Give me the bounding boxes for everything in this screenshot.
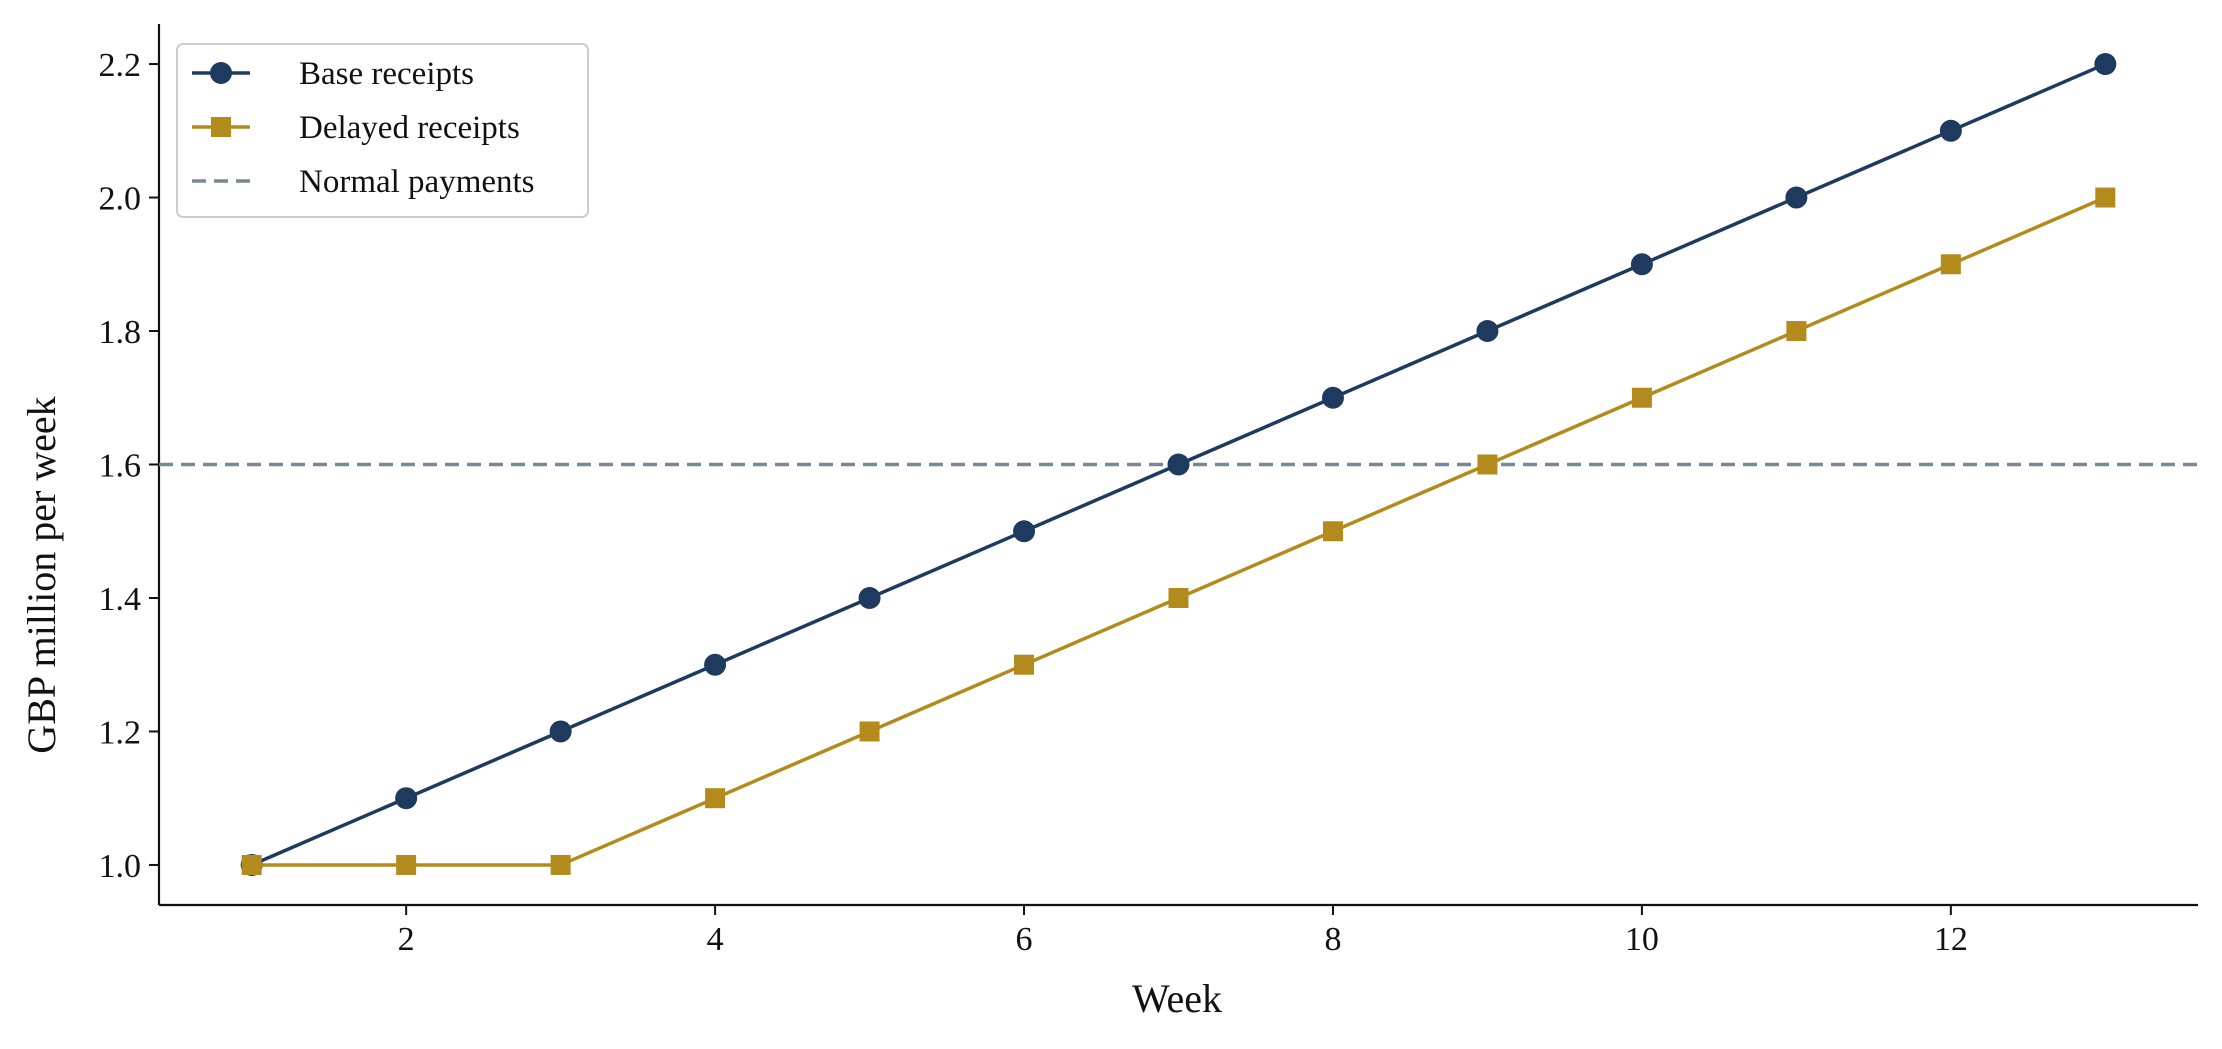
data-point-delayed-receipts [2095,187,2116,208]
x-tick-label: 2 [398,921,415,958]
y-axis-title: GBP million per week [19,396,64,753]
data-point-base-receipts [1167,453,1190,476]
data-point-base-receipts [549,720,572,743]
y-tick-label: 1.4 [99,581,142,618]
data-point-base-receipts [858,586,881,609]
y-tick-label: 1.2 [99,714,142,751]
data-point-delayed-receipts [241,854,262,875]
legend-label: Normal payments [299,164,535,200]
x-tick-label: 4 [707,921,724,958]
data-point-base-receipts [1785,186,1808,209]
x-axis-title: Week [1132,976,1222,1021]
data-point-base-receipts [395,787,418,810]
data-point-delayed-receipts [859,721,880,742]
data-point-base-receipts [1476,320,1499,343]
data-point-base-receipts [1321,386,1344,409]
y-tick-label: 1.6 [99,448,142,485]
data-point-delayed-receipts [1477,454,1498,475]
legend-entry: Base receipts [192,56,474,92]
x-tick-label: 6 [1016,921,1033,958]
data-point-base-receipts [1939,119,1962,142]
legend-label: Base receipts [299,56,474,92]
axes-layer: 2 4 6 8 10 12 1.0 1.2 1.4 1.6 1.8 2.0 2.2 [99,24,2198,958]
data-point-delayed-receipts [396,854,417,875]
data-point-delayed-receipts [550,854,571,875]
series-layer [240,53,2117,876]
x-tick-label: 8 [1324,921,1341,958]
data-point-delayed-receipts [1014,654,1035,675]
series-line-delayed-receipts [251,195,2107,867]
data-point-base-receipts [1013,520,1036,543]
y-tick-label: 1.0 [99,848,142,885]
y-tick-label: 2.2 [99,47,142,84]
legend-marker-square [211,117,231,137]
data-point-delayed-receipts [705,788,726,809]
data-point-delayed-receipts [1786,321,1807,342]
legend-label: Delayed receipts [299,110,520,146]
series-base-receipts [240,53,2117,876]
data-point-delayed-receipts [1940,254,1961,275]
legend: Base receipts Delayed receipts Normal paym… [176,43,589,218]
x-tick-label: 10 [1625,921,1659,958]
data-point-delayed-receipts [1631,387,1652,408]
y-tick-label: 1.8 [99,314,142,351]
data-point-delayed-receipts [1322,521,1343,542]
data-point-base-receipts [1630,253,1653,276]
data-point-base-receipts [704,653,727,676]
data-point-delayed-receipts [1168,587,1189,608]
legend-entry: Normal payments [192,164,535,200]
x-tick-label: 12 [1934,921,1968,958]
data-point-base-receipts [2094,53,2117,76]
legend-marker-circle [210,62,232,84]
legend-entry: Delayed receipts [192,110,520,146]
legend-frame [176,43,589,218]
y-tick-label: 2.0 [99,181,142,218]
series-delayed-receipts [241,187,2116,875]
